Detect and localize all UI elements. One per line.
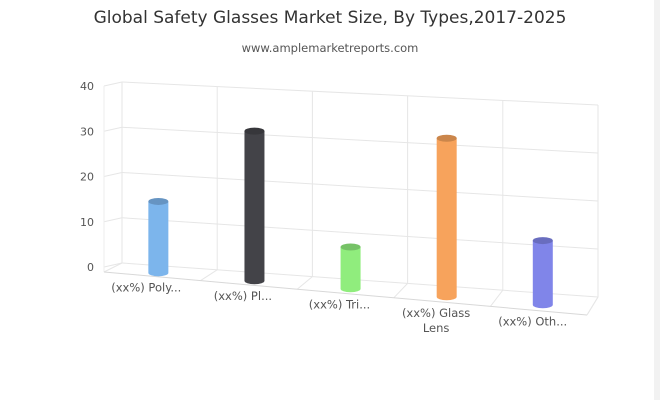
gridline-back-40 <box>121 81 599 106</box>
x-axis-labels: (xx%) Poly... (xx%) Pl... (xx%) Tri... (xx%… <box>111 280 567 335</box>
gridline-side-40 <box>103 81 123 87</box>
bar-2[interactable] <box>340 243 361 293</box>
y-tick-label: 40 <box>80 80 94 93</box>
gridline-floor-1 <box>200 269 218 282</box>
gridline-side-0 <box>103 262 123 268</box>
bar-3[interactable] <box>436 134 457 301</box>
floor-front-edge <box>103 271 588 316</box>
gridline-side-30 <box>103 126 123 132</box>
floor-right-edge <box>586 296 599 316</box>
x-tick-label: (xx%) Tri... <box>309 298 370 312</box>
gridline-floor-0 <box>103 262 123 273</box>
scroll-edge <box>654 0 660 400</box>
bar-body <box>340 246 361 293</box>
bar-0[interactable] <box>148 197 169 277</box>
gridline-floor-3 <box>393 283 408 299</box>
gridline-back-10 <box>121 217 599 250</box>
bar-top <box>148 197 169 205</box>
x-tick-label: (xx%) Pl... <box>214 289 272 303</box>
bar-body <box>532 240 553 309</box>
x-tick-label: (xx%) Glass Lens <box>402 306 470 335</box>
y-axis-ticks: 0 10 20 30 40 <box>80 80 94 274</box>
gridline-back-20 <box>121 172 599 202</box>
gridline-floor-4 <box>490 289 504 307</box>
y-tick-label: 10 <box>80 216 94 229</box>
gridline-floor-2 <box>296 276 313 290</box>
chart-title: Global Safety Glasses Market Size, By Ty… <box>93 8 567 28</box>
bar-top <box>340 243 361 251</box>
gridline-back-30 <box>121 126 599 154</box>
x-tick-label: (xx%) Oth... <box>498 315 567 329</box>
bar-1[interactable] <box>244 127 265 285</box>
y-tick-label: 20 <box>80 171 94 184</box>
bar-top <box>244 127 265 135</box>
bar-top <box>436 134 457 142</box>
bar-body <box>436 138 457 301</box>
x-tick-label: (xx%) Poly... <box>111 280 181 294</box>
bar-top <box>532 237 553 245</box>
bar-4[interactable] <box>532 237 553 309</box>
y-tick-label: 30 <box>80 125 94 138</box>
gridline-side-10 <box>103 217 123 223</box>
y-tick-label: 0 <box>87 261 94 274</box>
bar-body <box>148 201 169 277</box>
bar-body <box>244 131 265 285</box>
bars <box>148 127 553 309</box>
gridline-side-20 <box>103 172 123 177</box>
grid <box>103 81 599 316</box>
chart-subtitle: www.amplemarketreports.com <box>241 41 419 55</box>
